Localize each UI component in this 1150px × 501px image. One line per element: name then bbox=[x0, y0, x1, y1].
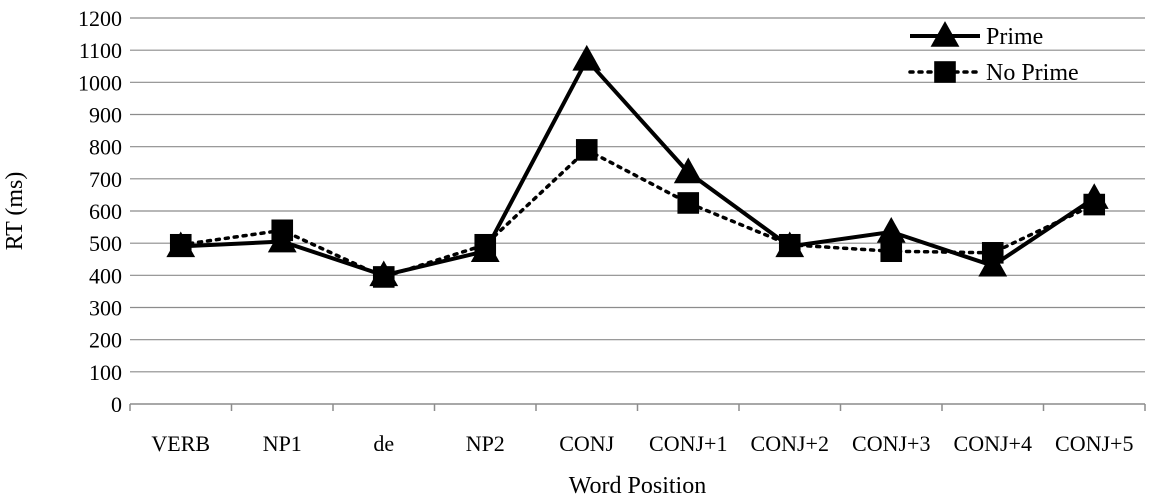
series-no-prime bbox=[169, 139, 1106, 288]
data-point bbox=[673, 157, 703, 184]
series-line bbox=[179, 148, 1096, 279]
legend-marker bbox=[930, 21, 960, 47]
legend-entry: Prime bbox=[910, 21, 1043, 50]
x-tick-label: de bbox=[373, 431, 394, 456]
legend-label: No Prime bbox=[986, 60, 1079, 86]
data-point bbox=[775, 231, 805, 258]
y-tick-label: 100 bbox=[89, 360, 122, 385]
y-tick-label: 500 bbox=[89, 231, 122, 256]
x-tick-label: CONJ+1 bbox=[649, 431, 727, 456]
y-tick-label: 0 bbox=[111, 392, 122, 417]
legend-label: Prime bbox=[986, 24, 1043, 50]
data-point bbox=[876, 217, 906, 243]
data-point bbox=[575, 139, 598, 161]
series-layer bbox=[166, 44, 1109, 288]
data-point bbox=[1079, 183, 1109, 209]
data-point bbox=[880, 240, 903, 263]
y-tick-label: 700 bbox=[89, 167, 122, 192]
y-tick-label: 1200 bbox=[78, 6, 122, 31]
x-axis-title: Word Position bbox=[569, 473, 706, 499]
data-point bbox=[677, 192, 700, 214]
legend-marker bbox=[934, 61, 956, 83]
data-point bbox=[369, 260, 399, 287]
legend: Prime No Prime bbox=[908, 21, 1079, 86]
y-axis-title: RT (ms) bbox=[2, 172, 28, 251]
data-point bbox=[166, 231, 196, 258]
series-line bbox=[180, 57, 1096, 278]
y-tick-label: 600 bbox=[89, 199, 122, 224]
x-tick-label: CONJ+4 bbox=[954, 431, 1032, 456]
y-tick-label: 1000 bbox=[78, 70, 122, 95]
y-tick-label: 900 bbox=[89, 103, 122, 128]
x-tick-label: NP2 bbox=[466, 431, 505, 456]
legend-entry: No Prime bbox=[908, 60, 1079, 86]
data-point bbox=[470, 236, 500, 263]
y-tick-label: 800 bbox=[89, 135, 122, 160]
y-tick-label: 300 bbox=[89, 296, 122, 321]
data-point bbox=[267, 226, 297, 253]
axes: 0 100 200 300 400 500 600 700 800 900 1000 1100 1200… bbox=[78, 6, 1146, 456]
x-tick-label: NP1 bbox=[263, 431, 302, 456]
y-tick-label: 400 bbox=[89, 263, 122, 288]
x-tick-label: CONJ+2 bbox=[751, 431, 829, 456]
x-tick-label: CONJ+3 bbox=[852, 431, 930, 456]
x-tick-label: CONJ+5 bbox=[1055, 431, 1133, 456]
series-prime bbox=[166, 44, 1109, 287]
data-point bbox=[572, 44, 602, 71]
x-tick-label: VERB bbox=[151, 431, 210, 456]
x-tick-label: CONJ bbox=[559, 431, 614, 456]
y-tick-label: 1100 bbox=[79, 38, 122, 63]
y-tick-label: 200 bbox=[89, 328, 122, 353]
data-point bbox=[978, 250, 1008, 277]
